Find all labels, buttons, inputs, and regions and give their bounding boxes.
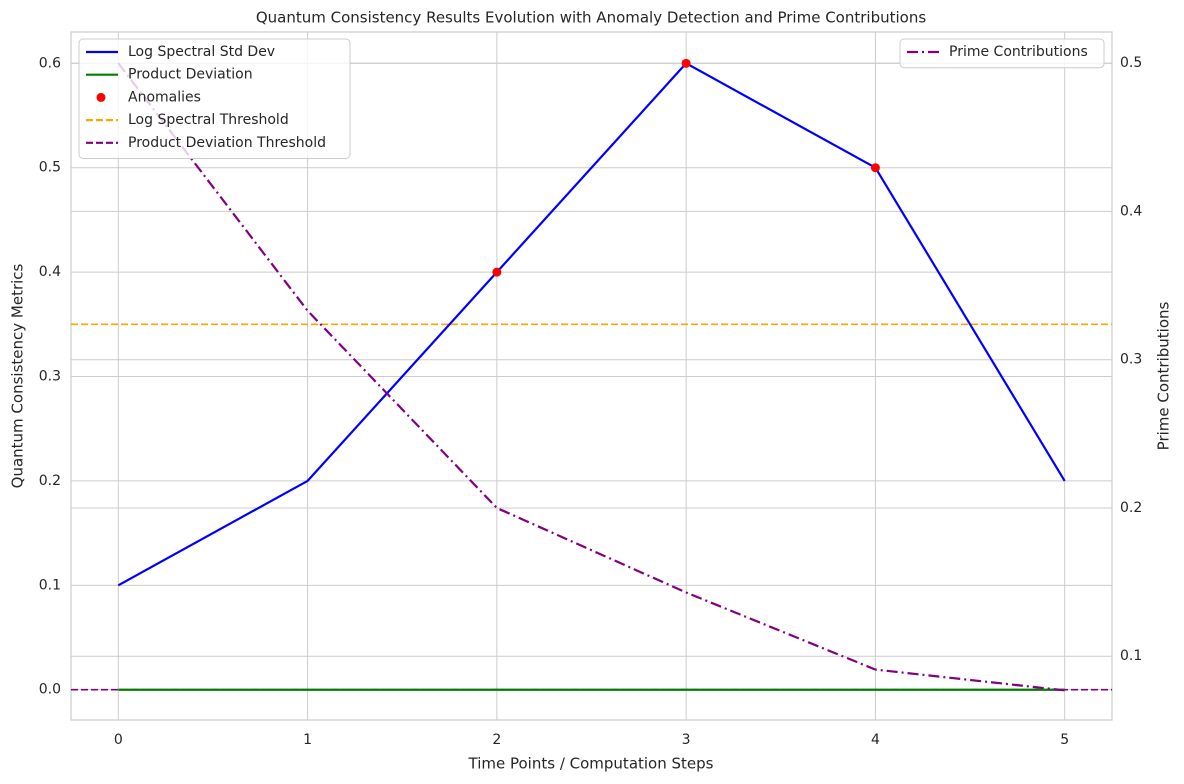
anomaly-point xyxy=(681,58,691,68)
legend-box xyxy=(78,38,351,159)
y-axis-label: Quantum Consistency Metrics xyxy=(9,263,27,488)
legend-label: Log Spectral Threshold xyxy=(128,112,289,128)
x-tick-label: 2 xyxy=(492,732,501,748)
y2-tick-label: 0.1 xyxy=(1120,648,1142,664)
anomaly-point xyxy=(492,267,502,277)
x-axis-label: Time Points / Computation Steps xyxy=(468,755,714,773)
y2-axis-label: Prime Contributions xyxy=(1155,301,1173,450)
y-tick-label: 0.5 xyxy=(39,160,61,176)
y2-tick-label: 0.3 xyxy=(1120,352,1142,368)
y2-tick-label: 0.2 xyxy=(1120,500,1142,516)
y2-tick-label: 0.5 xyxy=(1120,55,1142,71)
y-tick-label: 0.6 xyxy=(39,55,61,71)
series-line xyxy=(117,61,1066,587)
y2-tick-label: 0.4 xyxy=(1120,203,1142,219)
chart-title: Quantum Consistency Results Evolution wi… xyxy=(256,9,927,27)
y-tick-label: 0.3 xyxy=(39,369,61,385)
y-tick-label: 0.1 xyxy=(39,577,61,593)
y-tick-label: 0.2 xyxy=(39,473,61,489)
legend-label: Product Deviation xyxy=(128,67,253,83)
legend-box xyxy=(899,38,1105,69)
x-tick-label: 1 xyxy=(303,732,312,748)
y-tick-label: 0.0 xyxy=(39,682,61,698)
plot-frame xyxy=(70,31,1113,721)
legend-label: Product Deviation Threshold xyxy=(128,135,326,151)
legend-label: Log Spectral Std Dev xyxy=(128,44,275,60)
legend-label: Anomalies xyxy=(128,89,201,105)
x-tick-label: 3 xyxy=(682,732,691,748)
series-line xyxy=(117,62,1065,692)
x-tick-label: 5 xyxy=(1060,732,1069,748)
anomaly-point xyxy=(870,163,880,173)
legend-marker xyxy=(96,92,106,102)
x-tick-label: 4 xyxy=(871,732,880,748)
legend-label: Prime Contributions xyxy=(949,44,1088,60)
y-tick-label: 0.4 xyxy=(39,264,61,280)
x-tick-label: 0 xyxy=(114,732,123,748)
